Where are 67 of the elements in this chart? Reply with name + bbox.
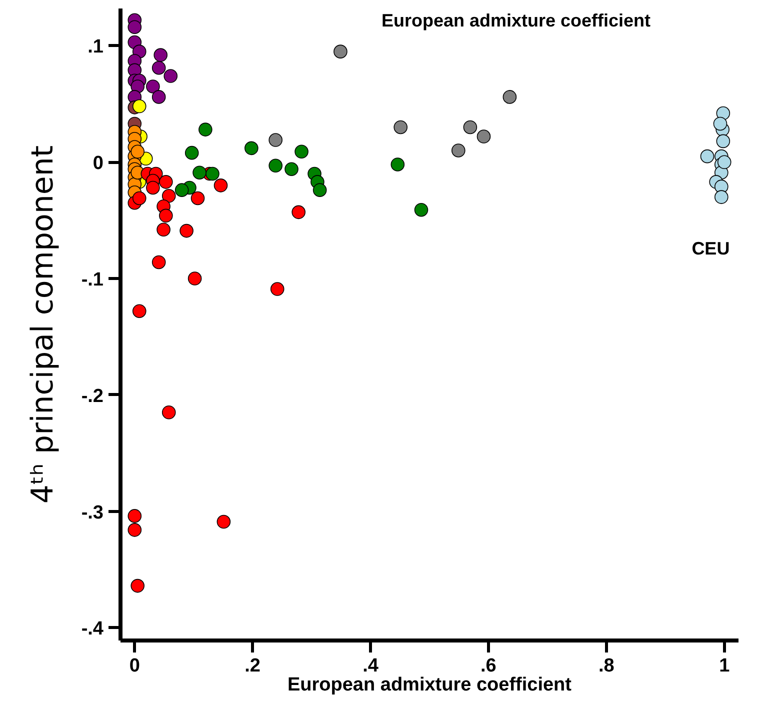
point xyxy=(180,224,194,238)
y-tick-label: -.1 xyxy=(81,270,104,291)
point xyxy=(130,578,144,593)
point xyxy=(152,60,166,75)
y-tick-label: .1 xyxy=(88,36,104,58)
point xyxy=(152,90,166,104)
y-axis-title: 4ᵗʰ principal component xyxy=(25,145,60,504)
point xyxy=(130,144,144,159)
point xyxy=(717,155,732,170)
chart-title: European admixture coefficient xyxy=(381,10,651,30)
point xyxy=(192,166,206,180)
annotation: CEU xyxy=(692,238,730,259)
point xyxy=(334,44,348,58)
x-tick-label: .6 xyxy=(480,656,496,676)
point xyxy=(394,120,408,134)
point xyxy=(476,130,491,144)
point xyxy=(154,48,168,62)
point xyxy=(190,191,205,206)
y-tick-label: 0 xyxy=(92,153,104,174)
x-tick-label: .8 xyxy=(598,656,614,676)
point xyxy=(292,205,306,220)
point xyxy=(284,162,298,176)
point xyxy=(206,166,220,181)
point xyxy=(188,272,202,286)
y-tick-label: -.3 xyxy=(81,502,104,524)
point xyxy=(174,183,189,197)
point xyxy=(132,304,146,318)
point xyxy=(184,146,199,160)
x-axis-title: European admixture coefficient xyxy=(287,674,572,696)
point xyxy=(198,122,212,136)
point xyxy=(128,523,142,537)
point xyxy=(502,90,517,104)
point xyxy=(159,175,173,189)
point xyxy=(463,120,478,134)
point xyxy=(268,158,282,173)
point xyxy=(128,20,142,34)
point xyxy=(164,69,178,83)
x-tick-label: .2 xyxy=(244,656,261,676)
point xyxy=(132,191,146,206)
point xyxy=(156,222,170,237)
point xyxy=(270,282,284,296)
point xyxy=(159,208,173,223)
point xyxy=(268,133,282,147)
point xyxy=(714,190,728,204)
point xyxy=(128,509,142,523)
x-tick-label: 1 xyxy=(719,656,730,676)
x-tick-label: .4 xyxy=(362,656,379,676)
point xyxy=(146,80,160,94)
point xyxy=(716,134,730,148)
point xyxy=(162,405,176,420)
point xyxy=(414,202,428,217)
point xyxy=(294,144,308,159)
point xyxy=(244,141,258,156)
point xyxy=(312,183,327,197)
point xyxy=(162,189,176,203)
point xyxy=(700,149,714,164)
point xyxy=(713,116,728,131)
point xyxy=(132,99,146,114)
x-tick-label: 0 xyxy=(129,656,140,676)
point xyxy=(214,178,228,192)
y-tick-label: -.4 xyxy=(81,618,104,640)
point xyxy=(390,158,405,172)
point xyxy=(451,144,466,158)
point xyxy=(146,180,160,195)
point xyxy=(216,514,231,529)
point xyxy=(152,255,166,270)
y-tick-label: -.2 xyxy=(81,386,104,407)
